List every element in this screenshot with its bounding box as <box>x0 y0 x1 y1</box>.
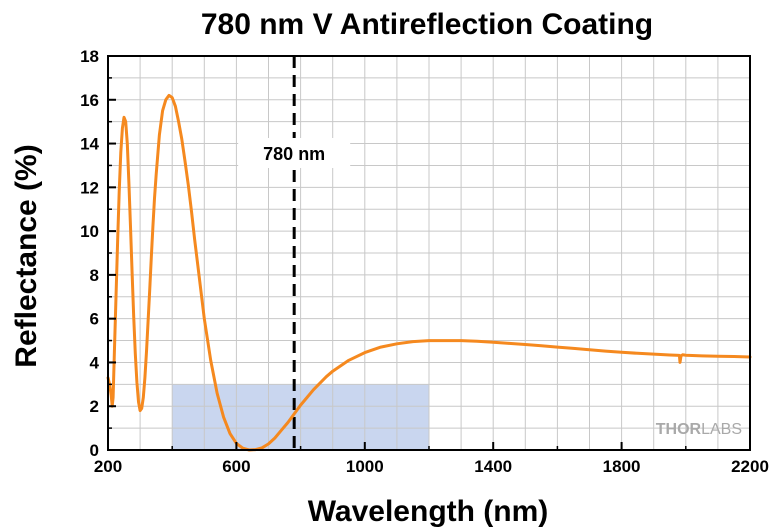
marker-label-background <box>238 138 351 168</box>
svg-text:THORLABS: THORLABS <box>656 421 742 438</box>
y-tick-label: 16 <box>80 91 99 110</box>
x-tick-label: 1400 <box>474 457 512 476</box>
x-tick-label: 600 <box>222 457 250 476</box>
chart-title: 780 nm V Antireflection Coating <box>201 8 653 41</box>
y-tick-label: 2 <box>90 397 99 416</box>
y-axis-label: Reflectance (%) <box>10 144 43 367</box>
y-tick-label: 14 <box>80 135 99 154</box>
y-tick-label: 18 <box>80 47 99 66</box>
thorlabs-watermark: THORLABS <box>656 421 742 438</box>
y-tick-label: 12 <box>80 178 99 197</box>
y-tick-label: 8 <box>90 266 99 285</box>
series-layer <box>106 93 752 452</box>
marker-label: 780 nm <box>263 144 325 164</box>
y-tick-label: 6 <box>90 310 99 329</box>
y-tick-label: 0 <box>90 441 99 460</box>
y-tick-label: 10 <box>80 222 99 241</box>
x-tick-label: 200 <box>94 457 122 476</box>
marker-layer: 780 nm <box>238 56 351 450</box>
tick-layer: 200 600 1000 1400 1800 2200 0 2 4 6 8 10 12 14 16 18 <box>80 47 769 476</box>
grid-layer <box>108 56 750 450</box>
x-tick-label: 1800 <box>603 457 641 476</box>
x-tick-label: 2200 <box>731 457 769 476</box>
reflectance-line-0 <box>106 93 752 452</box>
x-tick-label: 1000 <box>346 457 384 476</box>
y-tick-label: 4 <box>90 353 100 372</box>
x-axis-label: Wavelength (nm) <box>308 495 549 528</box>
